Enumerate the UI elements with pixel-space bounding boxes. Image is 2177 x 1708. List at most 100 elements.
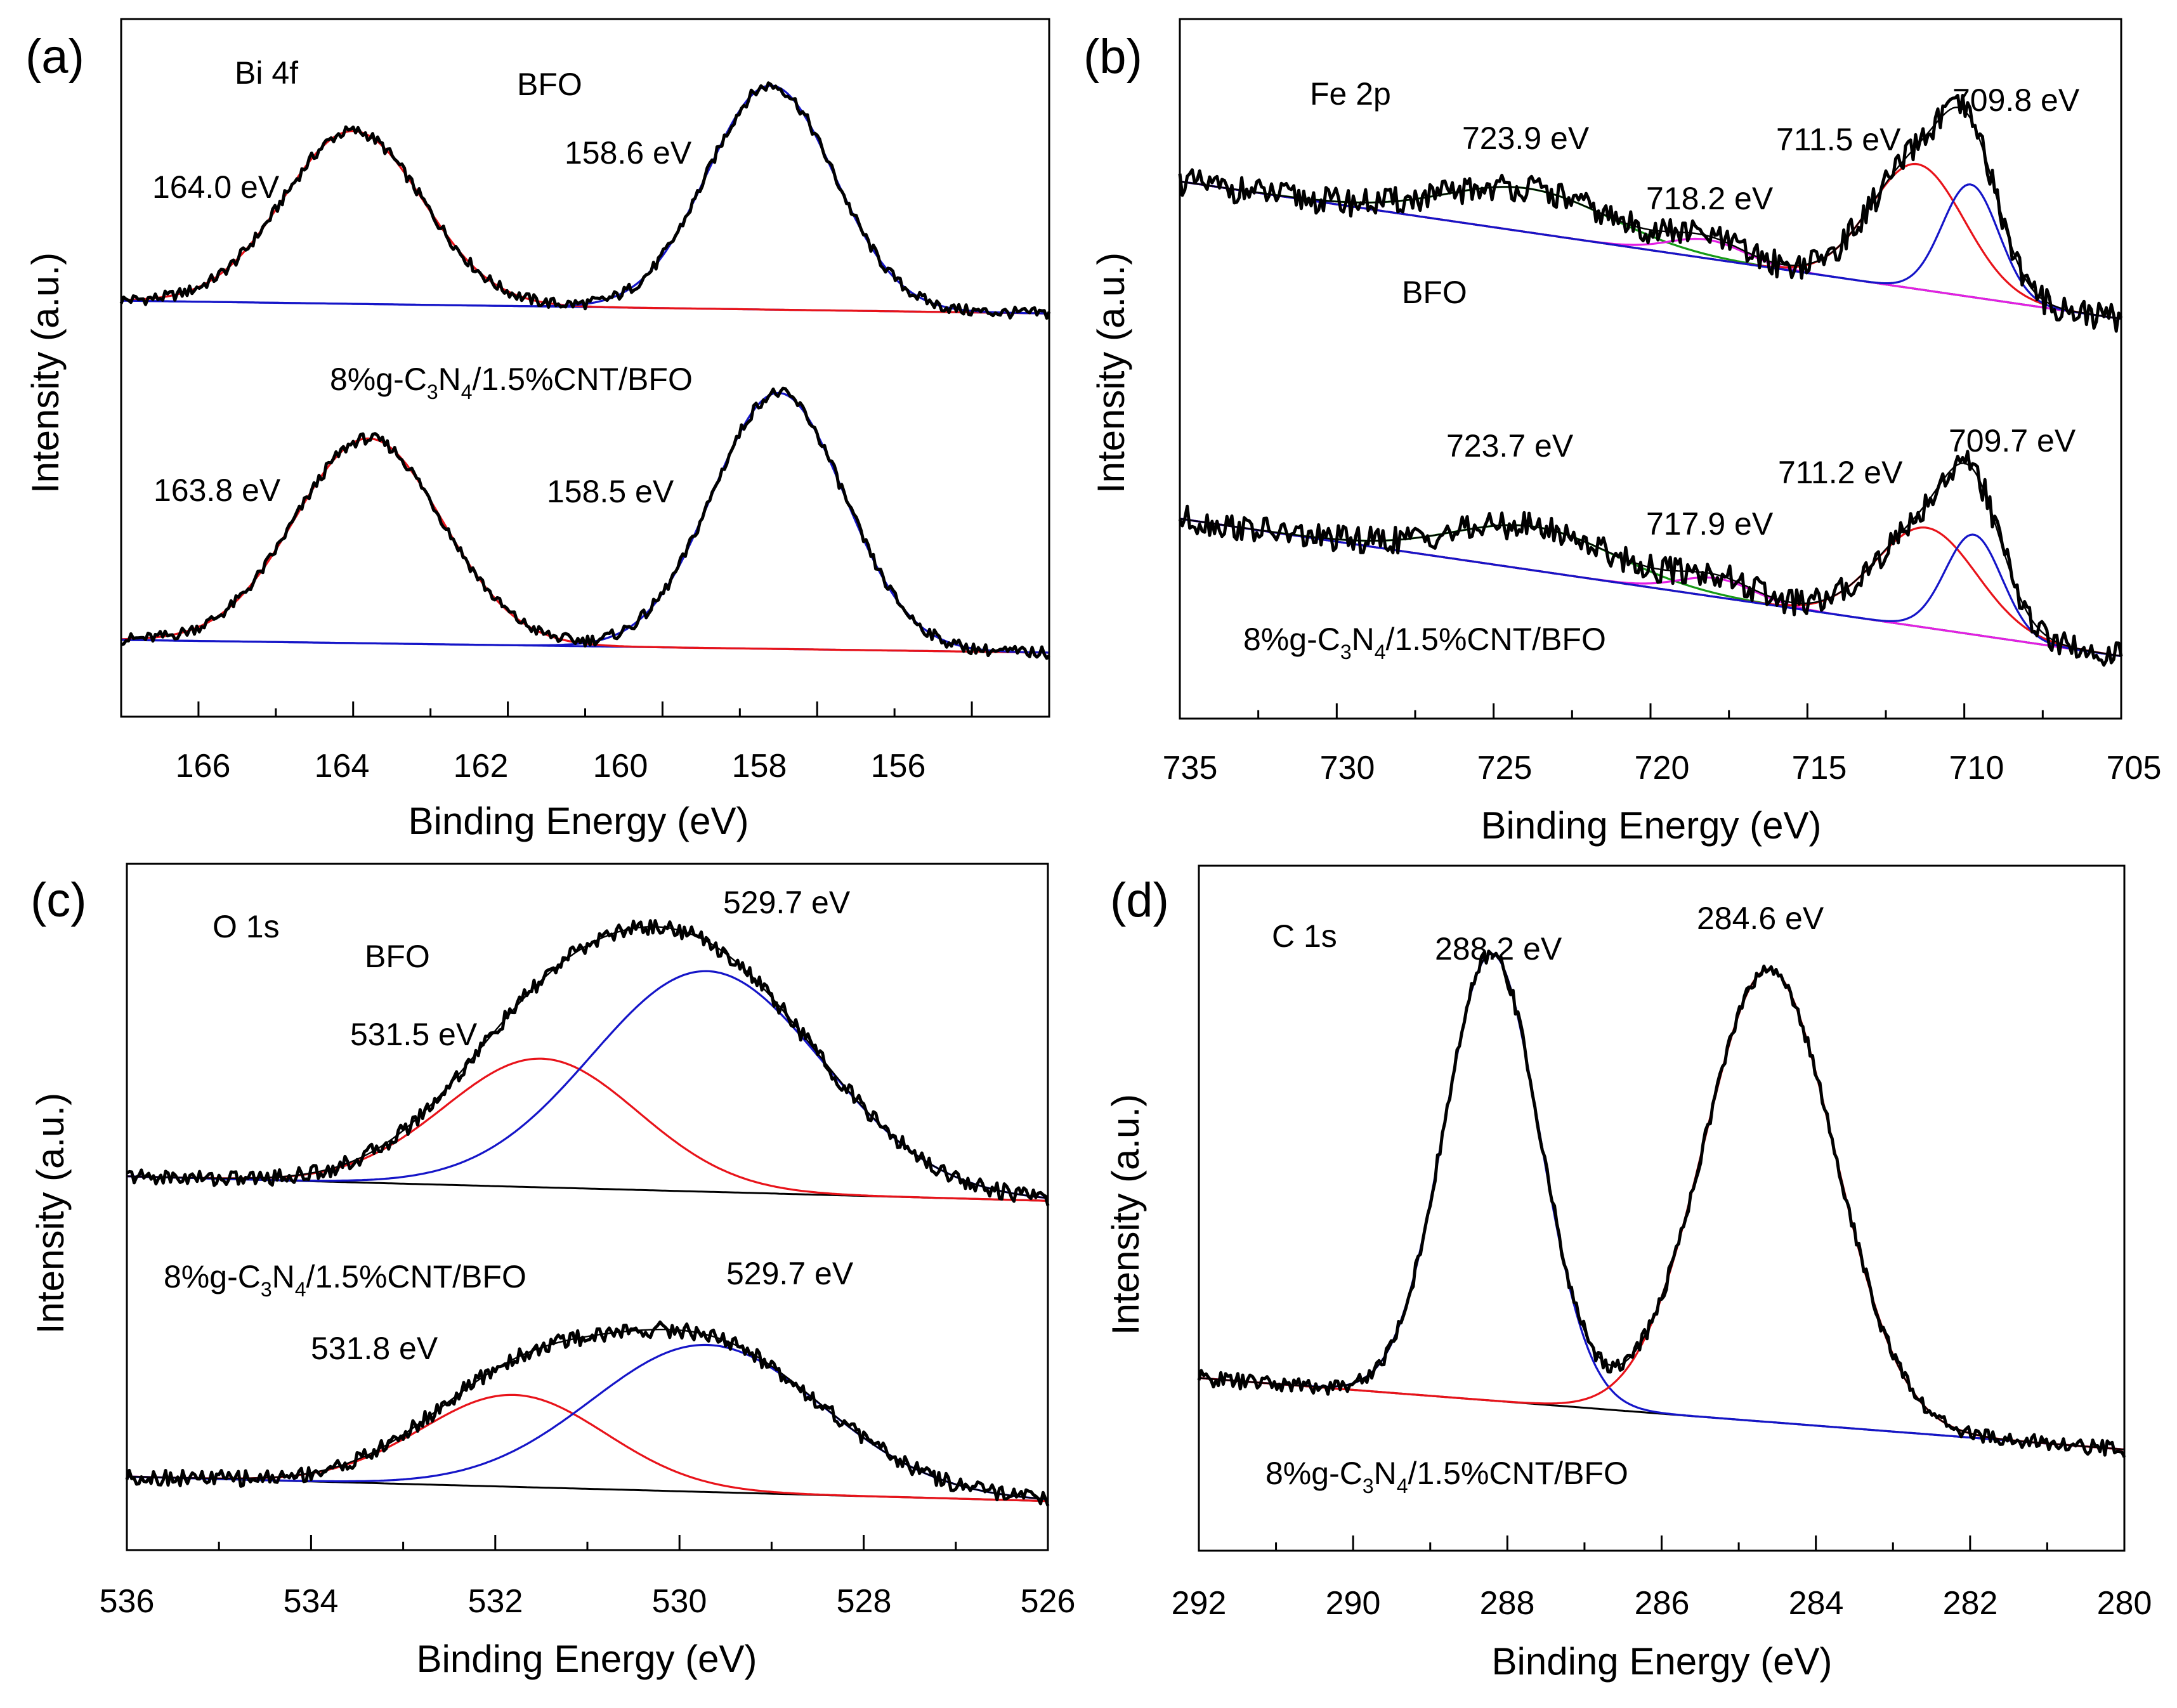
panel-a: (a) Bi 4f BFO 8%g-C3N4/1.5%CNT/BFO 164.0… — [24, 18, 1051, 842]
panel-d-xlabel: Binding Energy (eV) — [1492, 1640, 1833, 1683]
panel-c-peak-label-1: 531.5 eV — [350, 1017, 478, 1052]
panel-a-xlabel: Binding Energy (eV) — [409, 800, 749, 842]
panel-c-ylabel: Intensity (a.u.) — [29, 1093, 72, 1334]
panel-a-x-tick-label-160: 160 — [593, 748, 648, 785]
panel-b-x-tick-labels: 735 730 725 720 715 710 705 — [1163, 750, 2162, 786]
panel-c-peak-label-4: 529.7 eV — [726, 1256, 854, 1291]
panel-b-x-tick-label-710: 710 — [1949, 750, 2004, 786]
panel-b-x-tick-label-720: 720 — [1635, 750, 1690, 786]
panel-a-peak-label-3: 163.8 eV — [154, 473, 281, 508]
panel-a-peak-label-4: 158.5 eV — [547, 474, 674, 509]
panel-d-frame — [1198, 864, 2126, 1552]
panel-b-plot-area — [1178, 94, 2123, 719]
panel-b: (b) Fe 2p BFO 8%g-C3N4/1.5%CNT/BFO 723.9… — [1083, 18, 2162, 847]
panel-a-bfo-label: BFO — [517, 67, 582, 102]
panel-a-frame — [120, 18, 1050, 718]
panel-b-peak-label-3: 711.5 eV — [1776, 122, 1901, 157]
panel-c-series-0-raw-data — [126, 919, 1050, 1206]
panel-c-series-1-raw-data — [125, 1320, 1050, 1507]
panel-d-plot-area — [1197, 949, 2126, 1551]
panel-a-title: Bi 4f — [235, 55, 298, 91]
panel-a-series-1-raw-data — [121, 386, 1050, 660]
panel-d-x-tick-label-286: 286 — [1635, 1585, 1690, 1622]
panel-d-composite-label: 8%g-C3N4/1.5%CNT/BFO — [1265, 1456, 1628, 1497]
panel-c-series-1-peak-0 — [127, 1393, 1049, 1503]
panel-b-series-0-raw-data — [1178, 94, 2123, 333]
panel-d-letter: (d) — [1110, 873, 1169, 927]
panel-d-ylabel: Intensity (a.u.) — [1104, 1094, 1147, 1335]
panel-c-title: O 1s — [212, 909, 280, 944]
panel-a-series-1-peak-1 — [121, 391, 1050, 654]
panel-a-peak-label-1: 164.0 eV — [152, 169, 280, 205]
panel-c-bfo-label: BFO — [365, 939, 430, 974]
panel-d-series-0-raw-data — [1197, 949, 2126, 1458]
panel-a-series-1-peak-0 — [121, 437, 1050, 654]
panel-d-x-tick-label-284: 284 — [1789, 1585, 1844, 1622]
panel-d: (d) C 1s 8%g-C3N4/1.5%CNT/BFO 288.2 eV 2… — [1104, 864, 2152, 1683]
panel-b-letter: (b) — [1083, 30, 1142, 84]
panel-a-x-tick-label-158: 158 — [732, 748, 787, 785]
panel-b-peak-label-8: 709.7 eV — [1949, 423, 2076, 459]
panel-c-peak-label-2: 529.7 eV — [723, 885, 851, 920]
panel-d-title: C 1s — [1272, 918, 1337, 954]
panel-d-x-tick-label-290: 290 — [1326, 1585, 1381, 1622]
panel-b-xlabel: Binding Energy (eV) — [1481, 804, 1822, 847]
panel-b-x-tick-label-715: 715 — [1792, 750, 1847, 786]
panel-c-x-tick-label-530: 530 — [652, 1583, 707, 1620]
panel-a-x-tick-label-166: 166 — [176, 748, 231, 785]
panel-b-frame — [1179, 18, 2122, 720]
panel-c-x-tick-label-532: 532 — [468, 1583, 523, 1620]
panel-a-peak-label-2: 158.6 eV — [565, 135, 692, 171]
panel-b-ylabel: Intensity (a.u.) — [1090, 252, 1132, 493]
panel-a-ylabel: Intensity (a.u.) — [24, 252, 67, 493]
panel-d-x-tick-label-282: 282 — [1943, 1585, 1998, 1622]
panel-c-x-tick-label-526: 526 — [1021, 1583, 1076, 1620]
panel-d-x-tick-label-288: 288 — [1480, 1585, 1535, 1622]
panel-a-composite-label: 8%g-C3N4/1.5%CNT/BFO — [330, 362, 693, 403]
panel-c-x-tick-label-528: 528 — [837, 1583, 892, 1620]
panel-b-series-0-peak-3 — [1179, 180, 2122, 320]
panel-c-x-tick-label-534: 534 — [284, 1583, 339, 1620]
panel-b-bfo-label: BFO — [1402, 275, 1467, 310]
panel-a-x-tick-label-162: 162 — [454, 748, 509, 785]
panel-d-series-0-envelope — [1198, 953, 2125, 1450]
panel-d-peak-label-2: 284.6 eV — [1697, 901, 1824, 936]
panel-c-letter: (c) — [30, 873, 87, 927]
panel-c-frame — [126, 863, 1049, 1551]
panel-b-series-1-raw-data — [1178, 450, 2123, 667]
panel-d-x-tick-labels: 292 290 288 286 284 282 280 — [1172, 1585, 2152, 1622]
panel-b-x-tick-label-725: 725 — [1477, 750, 1533, 786]
panel-c: (c) O 1s BFO 8%g-C3N4/1.5%CNT/BFO 531.5 … — [29, 863, 1076, 1680]
panel-a-series-0-raw-data — [119, 81, 1051, 320]
panel-d-series-0-peak-1 — [1198, 968, 2125, 1450]
panel-d-peak-label-1: 288.2 eV — [1435, 931, 1562, 967]
panel-b-x-tick-label-730: 730 — [1320, 750, 1375, 786]
panel-a-plot-area — [119, 81, 1051, 717]
panel-b-composite-label: 8%g-C3N4/1.5%CNT/BFO — [1243, 622, 1606, 663]
panel-b-x-tick-label-735: 735 — [1163, 750, 1218, 786]
panel-a-x-tick-labels: 166 164 162 160 158 156 — [176, 748, 926, 785]
panel-c-plot-area — [125, 919, 1050, 1550]
panel-d-x-tick-label-292: 292 — [1172, 1585, 1227, 1622]
panel-c-x-tick-labels: 536 534 532 530 528 526 — [100, 1583, 1076, 1620]
panel-b-peak-label-7: 711.2 eV — [1778, 455, 1903, 490]
panel-b-title: Fe 2p — [1310, 76, 1391, 112]
panel-c-peak-label-3: 531.8 eV — [311, 1331, 438, 1366]
panel-d-series-0-peak-0 — [1198, 953, 2125, 1450]
panel-b-peak-label-1: 723.9 eV — [1462, 121, 1590, 156]
panel-c-composite-label: 8%g-C3N4/1.5%CNT/BFO — [164, 1259, 526, 1301]
panel-c-x-tick-label-536: 536 — [100, 1583, 155, 1620]
panel-b-peak-label-4: 709.8 eV — [1952, 82, 2080, 118]
panel-d-x-tick-label-280: 280 — [2097, 1585, 2152, 1622]
panel-b-x-tick-label-705: 705 — [2107, 750, 2162, 786]
panel-b-peak-label-5: 723.7 eV — [1446, 428, 1574, 464]
panel-c-series-0-envelope — [126, 926, 1049, 1199]
panel-c-series-0-peak-1 — [126, 970, 1049, 1199]
panel-c-xlabel: Binding Energy (eV) — [417, 1638, 757, 1680]
panel-b-peak-label-2: 718.2 eV — [1646, 181, 1774, 216]
panel-a-letter: (a) — [25, 30, 84, 84]
panel-b-peak-label-6: 717.9 eV — [1646, 506, 1774, 542]
panel-a-x-tick-label-156: 156 — [871, 748, 926, 785]
panel-a-x-tick-label-164: 164 — [315, 748, 370, 785]
